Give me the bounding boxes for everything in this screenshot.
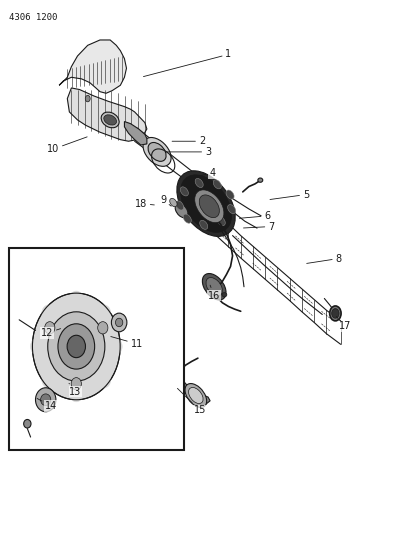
Ellipse shape [185,384,207,407]
Polygon shape [180,376,210,404]
Ellipse shape [97,371,111,388]
Ellipse shape [195,179,203,188]
Text: 5: 5 [270,190,309,199]
Text: 8: 8 [307,254,342,263]
Text: 1: 1 [144,50,232,77]
Ellipse shape [85,95,90,102]
Ellipse shape [40,394,51,406]
Ellipse shape [226,190,234,199]
Text: 13: 13 [69,383,82,397]
Ellipse shape [35,388,56,412]
Ellipse shape [143,138,171,166]
Ellipse shape [183,214,191,223]
Ellipse shape [111,313,127,332]
Ellipse shape [177,171,235,237]
Ellipse shape [206,278,222,296]
Ellipse shape [42,305,56,322]
Ellipse shape [33,293,120,400]
Bar [9,248,184,450]
Ellipse shape [42,371,56,388]
Ellipse shape [213,180,221,189]
Ellipse shape [67,335,86,358]
Ellipse shape [180,187,188,196]
Ellipse shape [175,201,184,210]
Ellipse shape [332,309,339,318]
Ellipse shape [330,306,341,321]
Text: 4306 1200: 4306 1200 [9,13,58,22]
Text: 11: 11 [111,336,143,349]
Ellipse shape [101,112,119,128]
Ellipse shape [195,190,224,223]
Ellipse shape [45,322,55,334]
Ellipse shape [98,322,108,334]
Ellipse shape [148,142,166,161]
Ellipse shape [69,385,83,402]
Ellipse shape [199,195,220,217]
Text: 14: 14 [37,399,57,411]
Text: 10: 10 [47,137,87,154]
Ellipse shape [115,318,123,327]
Text: 16: 16 [208,285,220,301]
Ellipse shape [180,175,232,232]
Text: 7: 7 [244,222,275,231]
Text: 15: 15 [177,389,206,415]
Text: 4: 4 [188,168,215,178]
Ellipse shape [200,220,208,229]
Ellipse shape [217,216,225,225]
Ellipse shape [71,377,82,390]
Ellipse shape [258,178,263,182]
Text: 18: 18 [135,199,154,208]
Polygon shape [124,122,147,145]
Text: 6: 6 [239,211,271,221]
Ellipse shape [188,387,203,403]
Polygon shape [67,88,147,141]
Ellipse shape [97,305,111,322]
Ellipse shape [175,204,188,217]
Polygon shape [59,40,126,93]
Ellipse shape [24,419,31,428]
Text: 17: 17 [336,317,351,331]
Ellipse shape [222,293,227,297]
Ellipse shape [104,115,117,125]
Ellipse shape [58,324,95,369]
Ellipse shape [228,205,236,214]
Ellipse shape [108,338,122,355]
Ellipse shape [202,273,226,300]
Ellipse shape [30,338,45,355]
Ellipse shape [69,291,84,308]
Text: 2: 2 [172,136,205,146]
Ellipse shape [170,198,177,207]
Text: 12: 12 [41,328,61,338]
Text: 3: 3 [166,147,211,157]
Ellipse shape [48,312,105,381]
Text: 9: 9 [160,195,171,206]
